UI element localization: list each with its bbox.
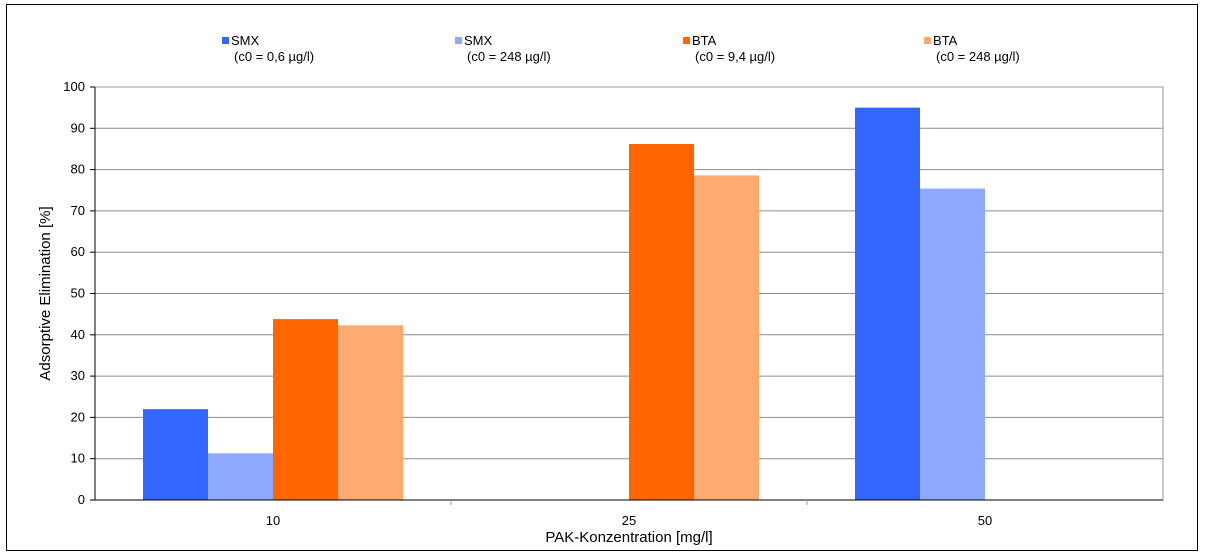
- x-tick-label-1: 25: [622, 513, 636, 528]
- legend-note-0: (c0 = 0,6 µg/l): [234, 49, 315, 64]
- axis-labels: 0 10 20 30 40 50 60 70 80 90 100 10 25 50 PAK-Konzentr…: [37, 79, 992, 546]
- y-tick-label-10: 100: [63, 79, 85, 94]
- y-tick-label-0: 0: [78, 492, 85, 507]
- legend-item-3: BTA (c0 = 248 µg/l): [924, 33, 1020, 65]
- chart-frame: [6, 4, 1198, 551]
- legend-swatch-3: [924, 37, 931, 44]
- x-axis-title: PAK-Konzentration [mg/l]: [545, 529, 712, 546]
- legend-note-1: (c0 = 248 µg/l): [467, 49, 551, 64]
- legend-item-2: BTA (c0 = 9,4 µg/l): [683, 33, 775, 65]
- x-tick-label-2: 50: [978, 513, 992, 528]
- y-tick-label-6: 60: [71, 244, 85, 259]
- bar-10-series-3: [338, 325, 403, 500]
- y-tick-label-3: 30: [71, 368, 85, 383]
- legend-label-1: SMX: [464, 33, 493, 48]
- legend-swatch-0: [222, 37, 229, 44]
- y-tick-label-4: 40: [71, 327, 85, 342]
- legend-note-2: (c0 = 9,4 µg/l): [695, 49, 776, 64]
- axes: [90, 86, 1163, 505]
- legend-item-1: SMX (c0 = 248 µg/l): [455, 33, 551, 65]
- legend-label-2: BTA: [692, 33, 717, 48]
- legend-note-3: (c0 = 248 µg/l): [936, 49, 1020, 64]
- y-tick-label-7: 70: [71, 203, 85, 218]
- bar-10-series-1: [208, 453, 273, 500]
- bar-25-series-3: [694, 175, 759, 500]
- bar-50-series-1: [920, 188, 985, 500]
- legend-label-0: SMX: [231, 33, 260, 48]
- bar-10-series-0: [143, 409, 208, 500]
- legend-item-0: SMX (c0 = 0,6 µg/l): [222, 33, 314, 65]
- y-axis-title: Adsorptive Elimination [%]: [37, 206, 54, 380]
- bar-50-series-0: [855, 107, 920, 501]
- bar-25-series-2: [629, 143, 694, 500]
- bars: [143, 107, 985, 501]
- legend-swatch-1: [455, 37, 462, 44]
- bar-10-series-2: [273, 319, 338, 500]
- legend-swatch-2: [683, 37, 690, 44]
- y-tick-label-9: 90: [71, 120, 85, 135]
- y-tick-label-2: 20: [71, 409, 85, 424]
- x-tick-label-0: 10: [266, 513, 280, 528]
- y-tick-label-5: 50: [71, 286, 85, 301]
- legend-label-3: BTA: [933, 33, 958, 48]
- y-tick-label-8: 80: [71, 162, 85, 177]
- y-tick-label-1: 10: [71, 451, 85, 466]
